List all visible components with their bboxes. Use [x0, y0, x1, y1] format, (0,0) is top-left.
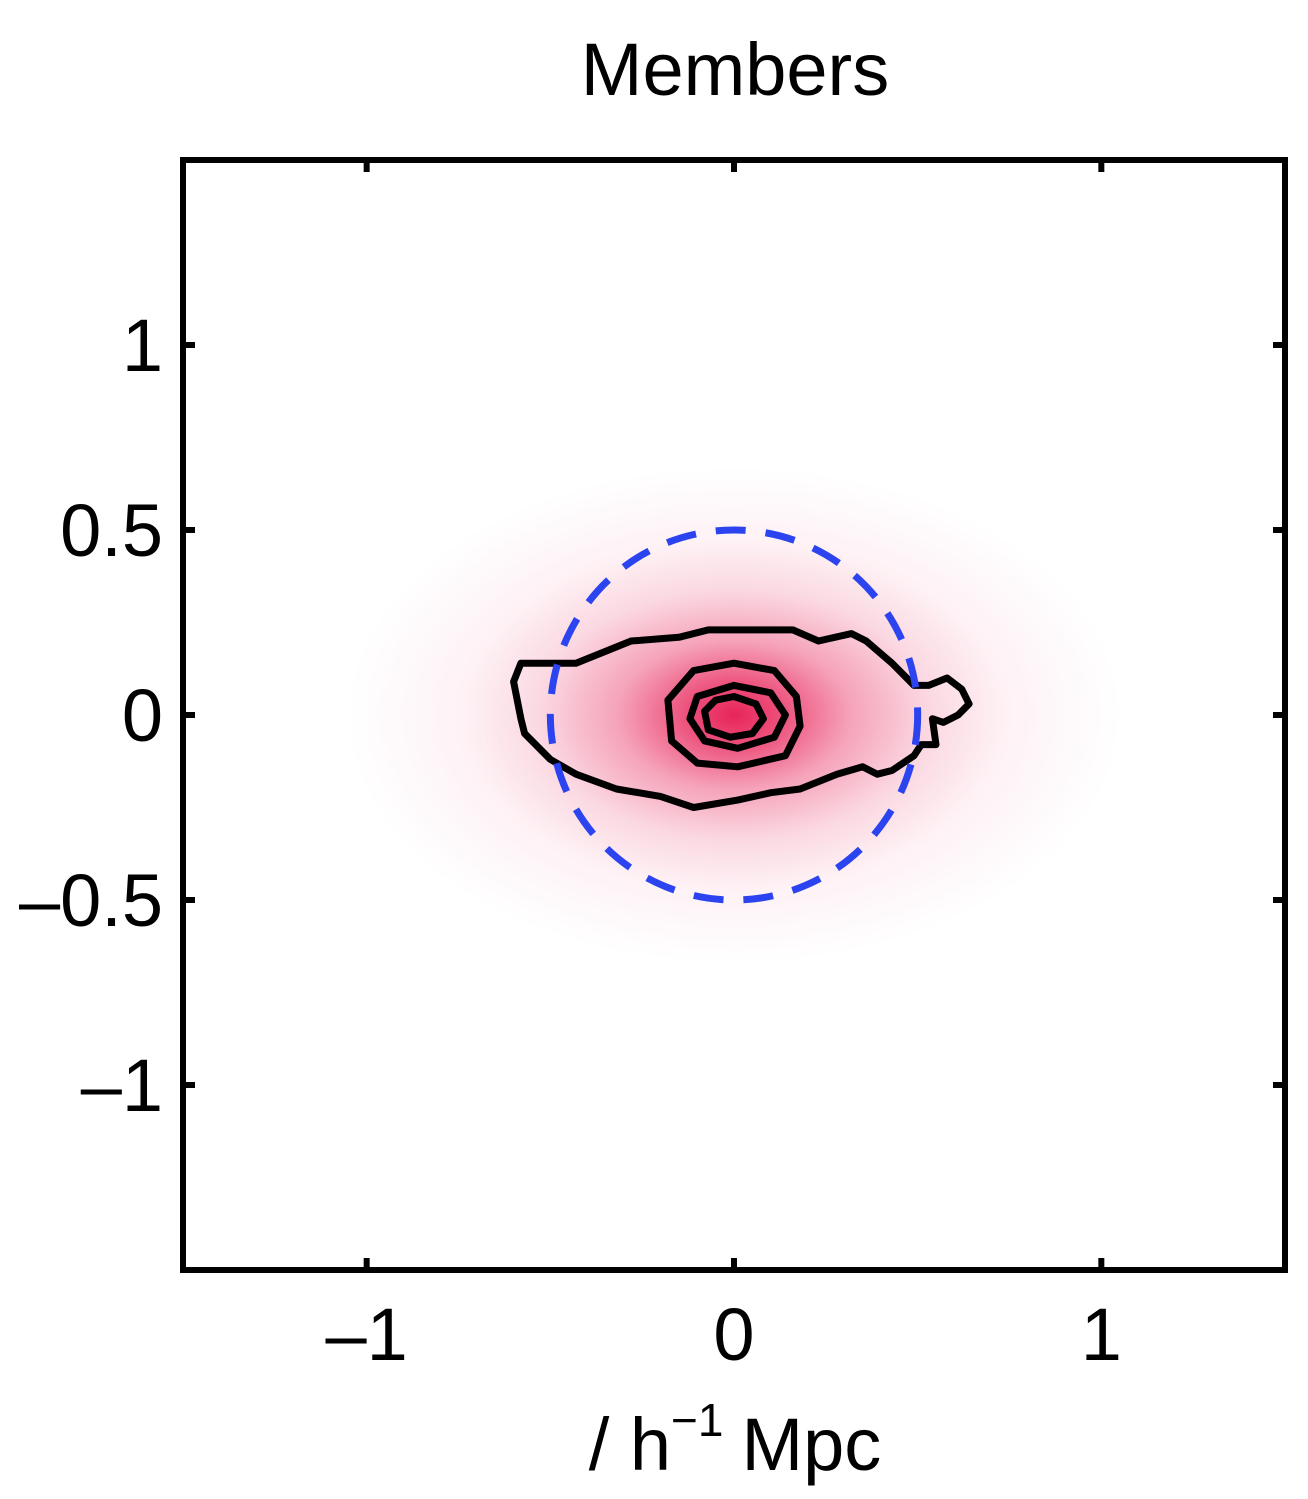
x-axis-label-part: Mpc	[741, 1403, 881, 1486]
y-tick-label: –1	[81, 1044, 163, 1127]
reference-circle	[546, 526, 922, 904]
y-tick-label: 0	[122, 674, 163, 757]
x-tick-label: 0	[713, 1293, 754, 1376]
contour-line	[701, 693, 767, 741]
x-tick-label: 1	[1081, 1293, 1122, 1376]
y-tick-label: –0.5	[19, 859, 163, 942]
contour-line	[510, 626, 973, 811]
contour-line	[664, 659, 804, 771]
axes: –1 0 1 –1 –0.5 0 0.5 1	[19, 157, 1288, 1376]
plot-area	[346, 466, 1122, 964]
x-axis-label-superscript: −1	[671, 1394, 723, 1446]
contour-line	[686, 681, 789, 752]
x-tick-label: –1	[326, 1293, 408, 1376]
y-tick-label: 0.5	[60, 489, 163, 572]
chart-title: Members	[581, 28, 889, 111]
x-axis-label: / h−1 Mpc	[589, 1394, 882, 1486]
density	[346, 466, 1122, 964]
y-tick-label: 1	[122, 304, 163, 387]
x-axis-label-part: / h	[589, 1403, 671, 1486]
